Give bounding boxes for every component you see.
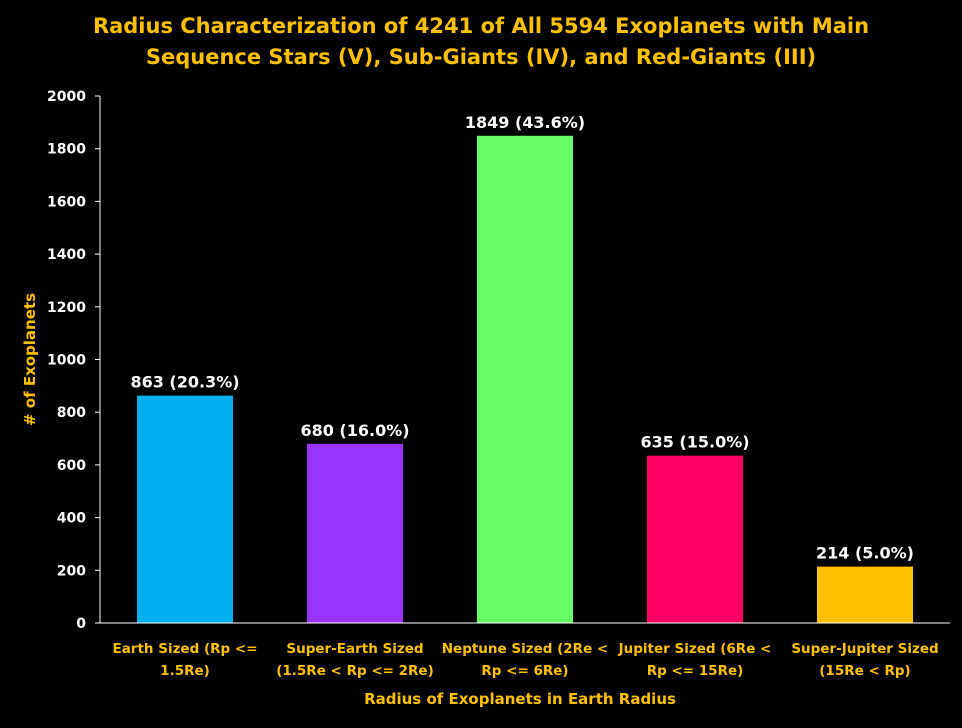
y-tick-label: 2000 [47, 89, 86, 105]
y-axis-label-text: # of Exoplanets [21, 293, 39, 426]
y-tick-label: 1200 [47, 300, 86, 316]
data-label: 635 (15.0%) [640, 433, 749, 452]
data-label: 1849 (43.6%) [465, 113, 585, 132]
x-tick-label: Super-Jupiter Sized (15Re < Rp) [791, 641, 938, 679]
x-axis-label-text: Radius of Exoplanets in Earth Radius [364, 690, 676, 708]
bar [136, 395, 234, 623]
x-tick-label: Earth Sized (Rp <= 1.5Re) [112, 641, 257, 679]
data-label: 863 (20.3%) [130, 373, 239, 392]
data-labels: 863 (20.3%) 680 (16.0%) 1849 (43.6%) 635 (1… [130, 113, 914, 563]
chart-title-line: Sequence Stars (V), Sub-Giants (IV), and… [146, 45, 816, 69]
y-tick-label: 200 [57, 563, 86, 579]
x-axis-ticks: Earth Sized (Rp <= 1.5Re) Super-Earth Size… [112, 641, 938, 679]
data-label: 680 (16.0%) [300, 421, 409, 440]
y-tick-label: 1000 [47, 353, 86, 369]
bar [476, 135, 574, 623]
data-label: 214 (5.0%) [816, 544, 914, 563]
y-tick-label: 400 [57, 511, 86, 527]
x-tick-label: Neptune Sized (2Re < Rp <= 6Re) [442, 641, 609, 679]
y-tick-label: 1400 [47, 247, 86, 263]
bar [306, 443, 404, 623]
y-tick-label: 1600 [47, 194, 86, 210]
chart-title: Radius Characterization of 4241 of All 5… [93, 14, 869, 69]
y-tick-label: 1800 [47, 142, 86, 158]
y-axis-ticks: 0 200 400 600 800 1000 1200 1400 1600 1800 2000 [47, 89, 100, 632]
bar [646, 455, 744, 623]
y-axis-label: # of Exoplanets [21, 293, 39, 426]
x-axis-label: Radius of Exoplanets in Earth Radius [364, 690, 676, 708]
axes [99, 96, 950, 624]
chart-title-line: Radius Characterization of 4241 of All 5… [93, 14, 869, 38]
x-tick-label: Super-Earth Sized (1.5Re < Rp <= 2Re) [276, 641, 434, 679]
bar [816, 566, 914, 623]
bars [136, 135, 914, 623]
y-tick-label: 0 [76, 616, 86, 632]
y-tick-label: 800 [57, 405, 86, 421]
x-tick-label: Jupiter Sized (6Re < Rp <= 15Re) [618, 641, 772, 679]
y-tick-label: 600 [57, 458, 86, 474]
